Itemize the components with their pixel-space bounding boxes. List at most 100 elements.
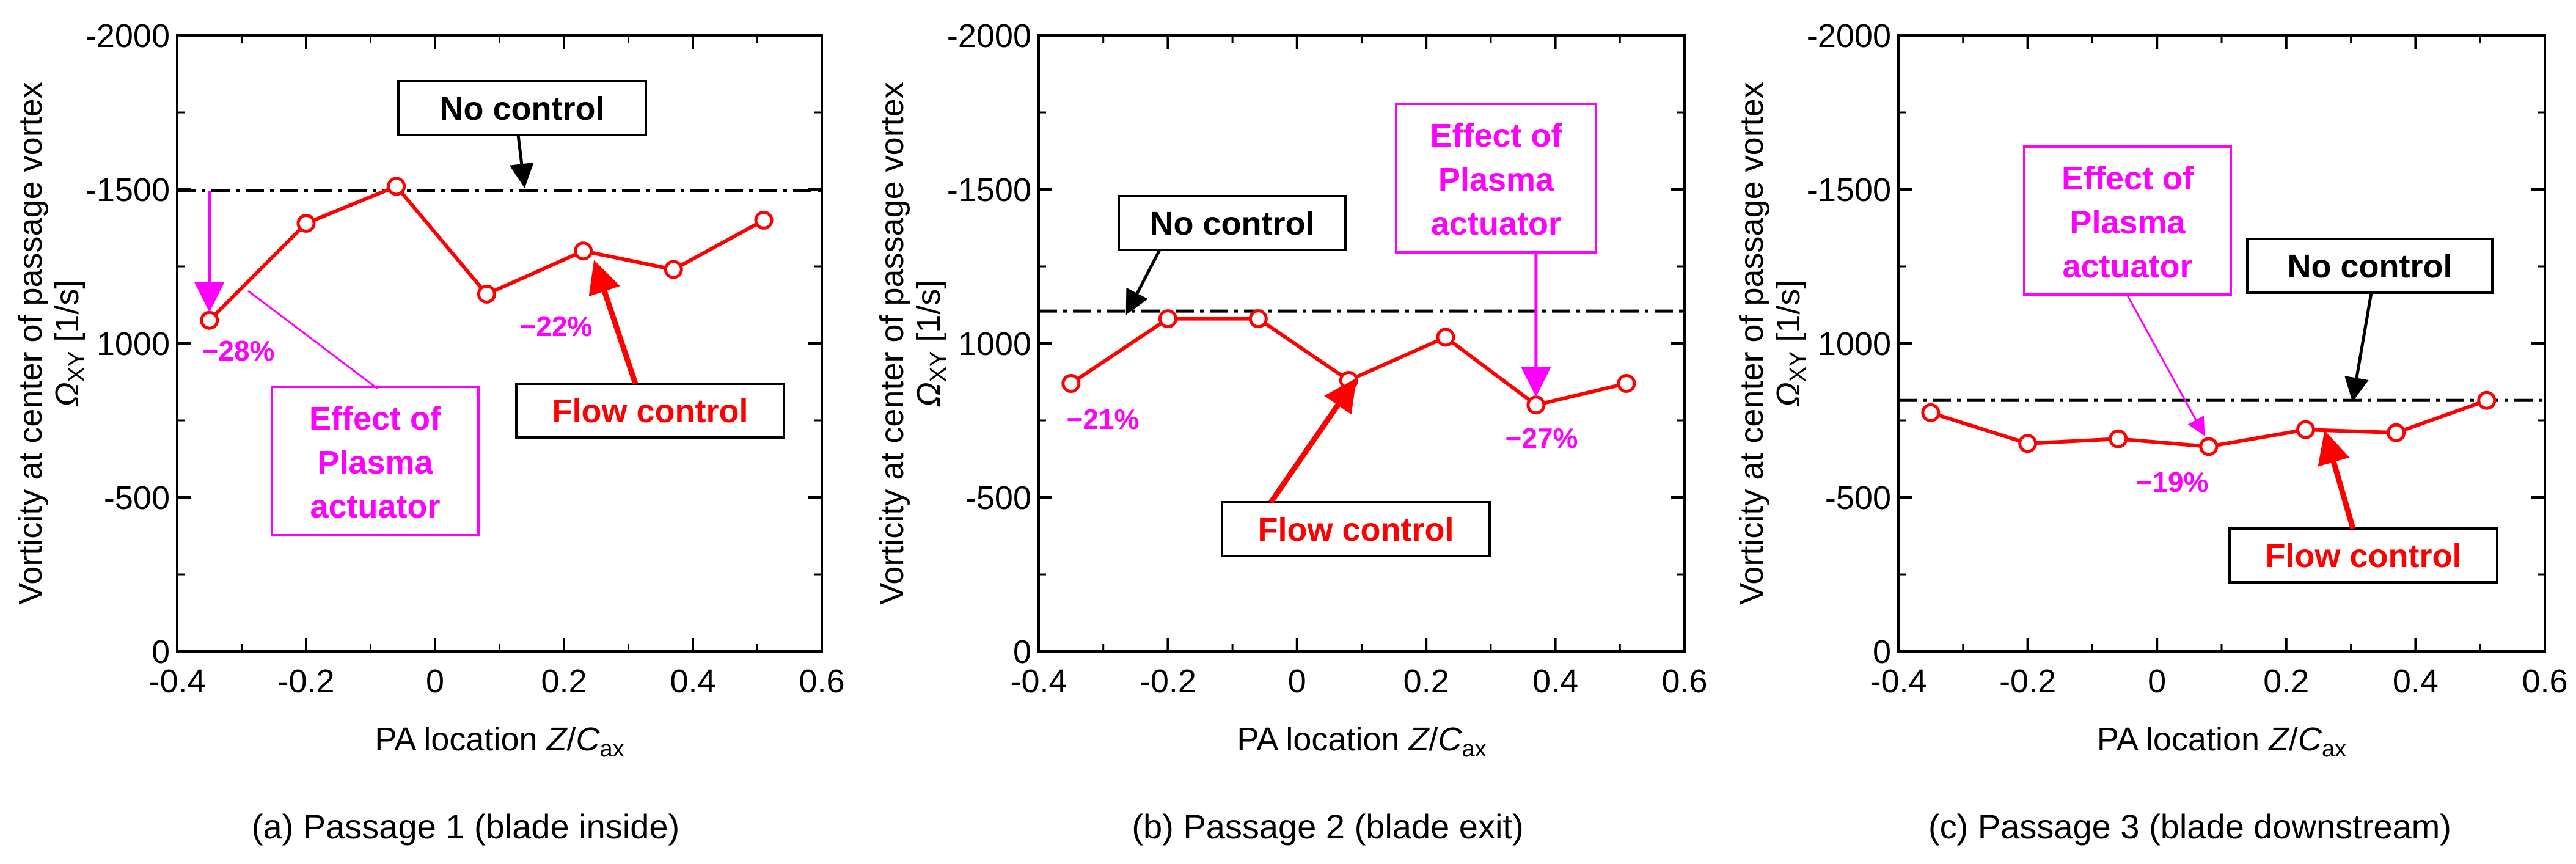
flow-control-box [2228, 527, 2498, 584]
effect-label-line: Plasma [317, 444, 433, 481]
no-control-arrow [2344, 292, 2373, 402]
x-tick-label: 0 [2148, 663, 2166, 700]
flow-control-point [2387, 423, 2406, 442]
x-tick-label: 0.6 [2522, 663, 2567, 700]
effect-label-line: Plasma [1438, 161, 1554, 198]
effect-label-line: actuator [1431, 205, 1561, 242]
effect-label-line: actuator [2062, 248, 2192, 285]
y-tick-label: -1500 [86, 172, 170, 208]
y-tick-label: 1000 [1818, 326, 1891, 362]
no-control-box [2246, 238, 2494, 294]
panel-1: -0.4 -0.2 0 0.2 0.4 0.6 0 -500 1000 -1500 -2000 Vor… [12, 18, 845, 846]
x-axis-label: PA location Z/Cax [1237, 721, 1486, 762]
flow-control-box [1221, 501, 1491, 557]
y-tick-label: -2000 [86, 18, 170, 54]
y-tick-label: 0 [1873, 634, 1891, 670]
reduction-label: −22% [520, 310, 593, 342]
flow-control-point [477, 284, 496, 304]
effect-box [2023, 145, 2232, 296]
x-tick-label: 0.4 [670, 663, 715, 700]
flow-control-point [2477, 390, 2497, 410]
no-control-box [397, 80, 647, 136]
x-tick-label: -0.4 [1010, 663, 1067, 700]
flow-control-label: Flow control [552, 393, 748, 430]
flow-control-point [2296, 420, 2316, 439]
no-control-arrow [509, 134, 534, 188]
flow-control-point [2018, 434, 2038, 453]
y-tick-label: -500 [965, 480, 1031, 516]
flow-control-arrow [2318, 430, 2356, 530]
x-tick-label: -0.2 [1140, 663, 1196, 700]
x-tick-label: 0.6 [799, 663, 844, 700]
flow-control-box [515, 383, 785, 439]
no-control-label: No control [2288, 248, 2453, 285]
panel-3: -0.4 -0.2 0 0.2 0.4 0.6 0 -500 1000 -1500 -2000 Vor… [1733, 18, 2568, 846]
x-tick-label: -0.2 [277, 663, 334, 700]
x-tick-label: 0.2 [1403, 663, 1449, 700]
flow-control-point [387, 177, 406, 196]
effect-label-line: Effect of [1430, 117, 1563, 154]
no-control-arrow [1125, 249, 1162, 315]
flow-control-arrow [1268, 378, 1357, 504]
flow-control-point [1921, 403, 1941, 422]
flow-control-point [1436, 328, 1455, 347]
reduction-label: −19% [2136, 466, 2209, 498]
flow-control-point [2199, 437, 2219, 456]
no-control-label: No control [1150, 205, 1315, 242]
x-tick-label: 0.4 [2393, 663, 2439, 700]
x-tick-label: 0 [426, 663, 444, 700]
flow-control-point [1158, 309, 1177, 329]
no-control-label: No control [440, 90, 605, 127]
y-tick-label: 0 [152, 634, 170, 670]
flow-control-point [664, 260, 683, 279]
effect-leader [247, 290, 378, 390]
reduction-label: −21% [1067, 403, 1140, 435]
flow-control-point [754, 210, 774, 230]
y-axis-label: Vorticity at center of passage vortexΩXY… [874, 82, 951, 604]
y-tick-label: -500 [104, 480, 170, 516]
effect-leader [2126, 294, 2205, 436]
effect-label-line: Effect of [309, 400, 442, 437]
flow-control-label: Flow control [2266, 538, 2462, 574]
y-tick-label: -500 [1825, 480, 1891, 516]
x-tick-label: 0.6 [1661, 663, 1707, 700]
y-tick-label: 1000 [97, 326, 170, 362]
effect-label-line: actuator [310, 488, 440, 525]
panel-caption: (c) Passage 3 (blade downstream) [1928, 807, 2451, 846]
reduction-label: −28% [202, 335, 275, 367]
flow-control-point [1526, 395, 1546, 415]
flow-control-point [1248, 309, 1268, 329]
y-tick-label: -1500 [1807, 172, 1891, 208]
flow-control-point [200, 310, 219, 330]
flow-control-point [1061, 374, 1081, 394]
panel-caption: (a) Passage 1 (blade inside) [252, 807, 679, 846]
x-tick-label: 0 [1288, 663, 1306, 700]
x-axis-label: PA location Z/Cax [375, 721, 624, 762]
no-control-box [1118, 195, 1347, 251]
flow-control-point [296, 213, 316, 233]
x-tick-label: -0.2 [1999, 663, 2056, 700]
flow-control-arrow [588, 260, 639, 385]
x-tick-label: 0.2 [2263, 663, 2309, 700]
y-axis-label: Vorticity at center of passage vortexΩXY… [1733, 82, 1811, 604]
y-tick-label: 1000 [958, 326, 1031, 362]
flow-control-point [1617, 374, 1636, 394]
x-tick-label: 0.4 [1532, 663, 1578, 700]
y-tick-label: -2000 [947, 18, 1031, 54]
flow-control-label: Flow control [1258, 511, 1454, 548]
y-tick-label: -2000 [1807, 18, 1891, 54]
effect-label-line: Plasma [2069, 204, 2186, 241]
x-tick-label: -0.4 [1870, 663, 1927, 700]
x-tick-label: -0.4 [148, 663, 205, 700]
x-tick-label: 0.2 [541, 663, 587, 700]
panel-caption: (b) Passage 2 (blade exit) [1132, 807, 1523, 846]
flow-control-point [2109, 429, 2128, 448]
effect-box [271, 386, 480, 536]
panel-2: -0.4 -0.2 0 0.2 0.4 0.6 0 -500 1000 -1500 -2000 Vor… [874, 18, 1708, 846]
flow-control-point [574, 241, 593, 261]
y-tick-label: -1500 [947, 172, 1031, 208]
y-tick-label: 0 [1013, 634, 1031, 670]
x-axis-label: PA location Z/Cax [2097, 721, 2346, 762]
effect-label-line: Effect of [2062, 160, 2194, 197]
